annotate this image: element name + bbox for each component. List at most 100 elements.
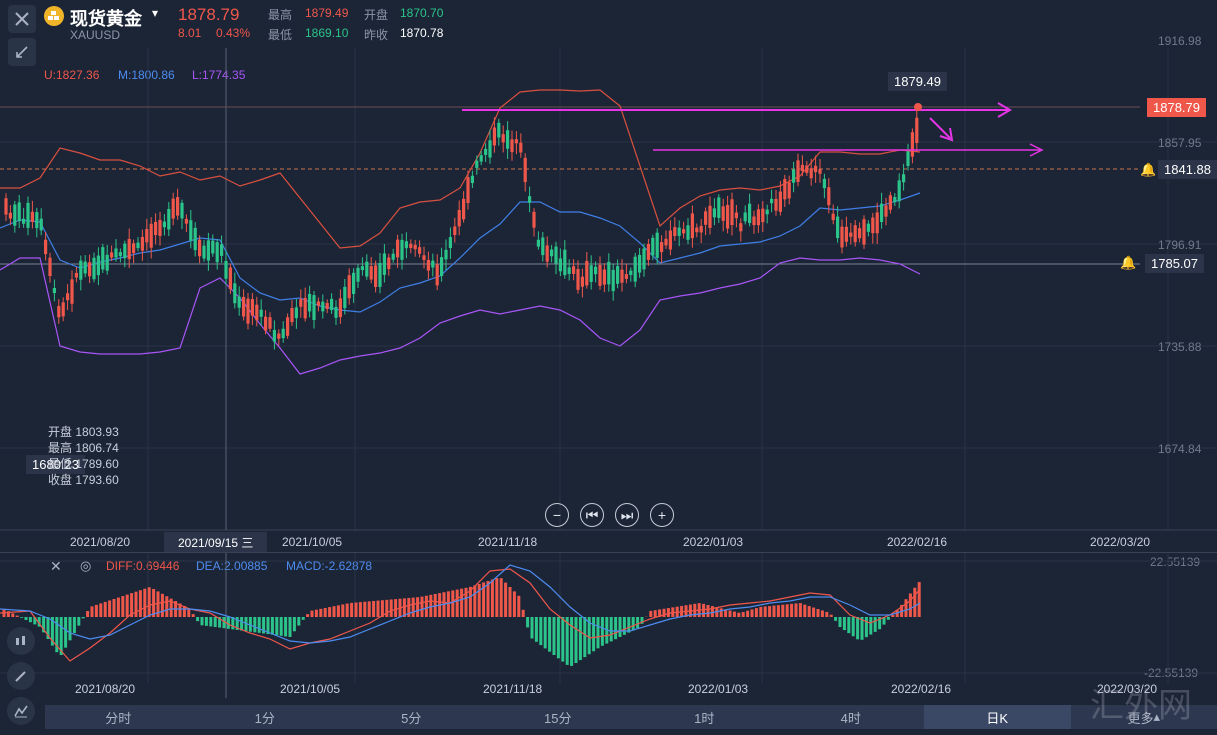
tab-timeframe-1h[interactable]: 1时 xyxy=(694,710,715,726)
macd-bar xyxy=(526,617,530,628)
settings-icon[interactable]: ◎ xyxy=(80,558,92,573)
candle xyxy=(466,177,470,204)
tab-timeframe-daily[interactable]: 日K xyxy=(924,705,1071,729)
candle xyxy=(413,244,417,250)
more-button[interactable]: 更多 ▴ xyxy=(1127,709,1161,726)
zoom-in-button[interactable]: + xyxy=(650,503,674,527)
ohlc-close: 1793.60 xyxy=(75,473,119,487)
candle xyxy=(853,225,857,243)
candle xyxy=(360,266,364,271)
candle xyxy=(783,179,787,200)
macd-bar xyxy=(548,617,552,652)
ohlc-open-label: 开盘 xyxy=(48,425,73,439)
candle xyxy=(365,261,369,277)
macd-bar xyxy=(860,617,864,640)
macd-bar xyxy=(904,599,908,617)
candle xyxy=(448,237,452,249)
macd-x-label: 2022/03/20 xyxy=(1097,682,1158,696)
macd-bar xyxy=(328,607,332,617)
candles xyxy=(4,110,919,350)
macd-bar xyxy=(213,617,217,628)
macd-chart[interactable] xyxy=(0,553,1217,703)
candle xyxy=(387,257,391,270)
macd-bar xyxy=(209,617,213,627)
bell-icon[interactable]: 🔔 xyxy=(1140,162,1157,177)
tab-timeframe-15m[interactable]: 15分 xyxy=(544,710,572,726)
tab-timeframe-1m[interactable]: 1分 xyxy=(254,710,275,726)
symbol-title[interactable]: 现货黄金 xyxy=(70,9,142,29)
macd-bar xyxy=(886,617,890,620)
arrow-down-icon xyxy=(939,127,954,142)
macd-bar xyxy=(50,617,54,646)
macd-bar xyxy=(33,617,37,625)
tab-timeframe-intraday[interactable]: 分时 xyxy=(105,710,132,726)
scroll-end-button[interactable]: ⏭ xyxy=(615,503,639,527)
collapse-icon[interactable] xyxy=(8,38,36,66)
candle xyxy=(92,257,96,280)
candle-style-icon[interactable] xyxy=(7,627,35,655)
macd-bar xyxy=(798,603,802,617)
tab-timeframe-4h[interactable]: 4时 xyxy=(840,710,861,726)
candle xyxy=(506,130,510,149)
ohlc-high-label: 最高 xyxy=(48,441,73,455)
macd-bar xyxy=(763,606,767,617)
macd-bar xyxy=(662,608,666,617)
macd-bar xyxy=(750,609,754,617)
zoom-out-button[interactable]: − xyxy=(545,503,569,527)
tab-timeframe-5m[interactable]: 5分 xyxy=(401,710,422,726)
candle xyxy=(281,328,285,339)
indicator-icon[interactable] xyxy=(7,697,35,725)
chevron-down-icon[interactable]: ▾ xyxy=(152,6,159,20)
candle xyxy=(224,260,228,279)
candle xyxy=(66,293,70,301)
macd-bar xyxy=(495,578,499,617)
candle xyxy=(809,168,813,179)
candle xyxy=(118,252,122,257)
macd-bar xyxy=(116,597,120,617)
macd-bar xyxy=(490,579,494,617)
candle xyxy=(74,272,78,278)
candle xyxy=(61,302,65,317)
candle xyxy=(849,232,853,237)
macd-bar xyxy=(666,608,670,617)
high-value: 1879.49 xyxy=(305,6,349,20)
candle xyxy=(110,252,114,258)
draw-pen-icon[interactable] xyxy=(7,662,35,690)
macd-bar xyxy=(310,610,314,617)
close-indicator-icon[interactable]: ✕ xyxy=(50,558,62,574)
scroll-start-button[interactable]: ⏮ xyxy=(580,503,604,527)
macd-bar xyxy=(477,583,481,617)
macd-bar xyxy=(64,617,68,648)
candle xyxy=(290,307,294,323)
candle xyxy=(347,275,351,299)
candle xyxy=(22,218,26,224)
macd-bar xyxy=(455,589,459,617)
candle xyxy=(343,286,347,309)
candle xyxy=(915,117,919,144)
candle xyxy=(734,212,738,219)
macd-bar xyxy=(196,617,200,622)
candle xyxy=(338,298,342,318)
candle xyxy=(8,212,12,219)
close-icon[interactable] xyxy=(8,5,36,33)
macd-bar xyxy=(231,617,235,630)
alert-price-tag-2[interactable]: 1785.07 xyxy=(1145,254,1204,273)
macd-bar xyxy=(627,617,631,633)
macd-bar xyxy=(152,588,156,617)
candle xyxy=(176,197,180,216)
candle xyxy=(202,245,206,259)
macd-bar xyxy=(803,604,807,617)
macd-bar xyxy=(636,617,640,629)
alert-price-tag-1[interactable]: 1841.88 xyxy=(1158,160,1217,179)
macd-bar xyxy=(292,617,296,632)
bell-icon[interactable]: 🔔 xyxy=(1120,255,1137,270)
candle xyxy=(510,139,514,153)
macd-bar xyxy=(262,617,266,634)
price-chart[interactable] xyxy=(0,48,1217,553)
ohlc-low-label: 最低 xyxy=(48,457,73,471)
candle xyxy=(563,249,567,276)
macd-bar xyxy=(878,617,882,630)
macd-bar xyxy=(99,603,103,617)
macd-bar xyxy=(336,605,340,617)
macd-bar xyxy=(552,617,556,655)
